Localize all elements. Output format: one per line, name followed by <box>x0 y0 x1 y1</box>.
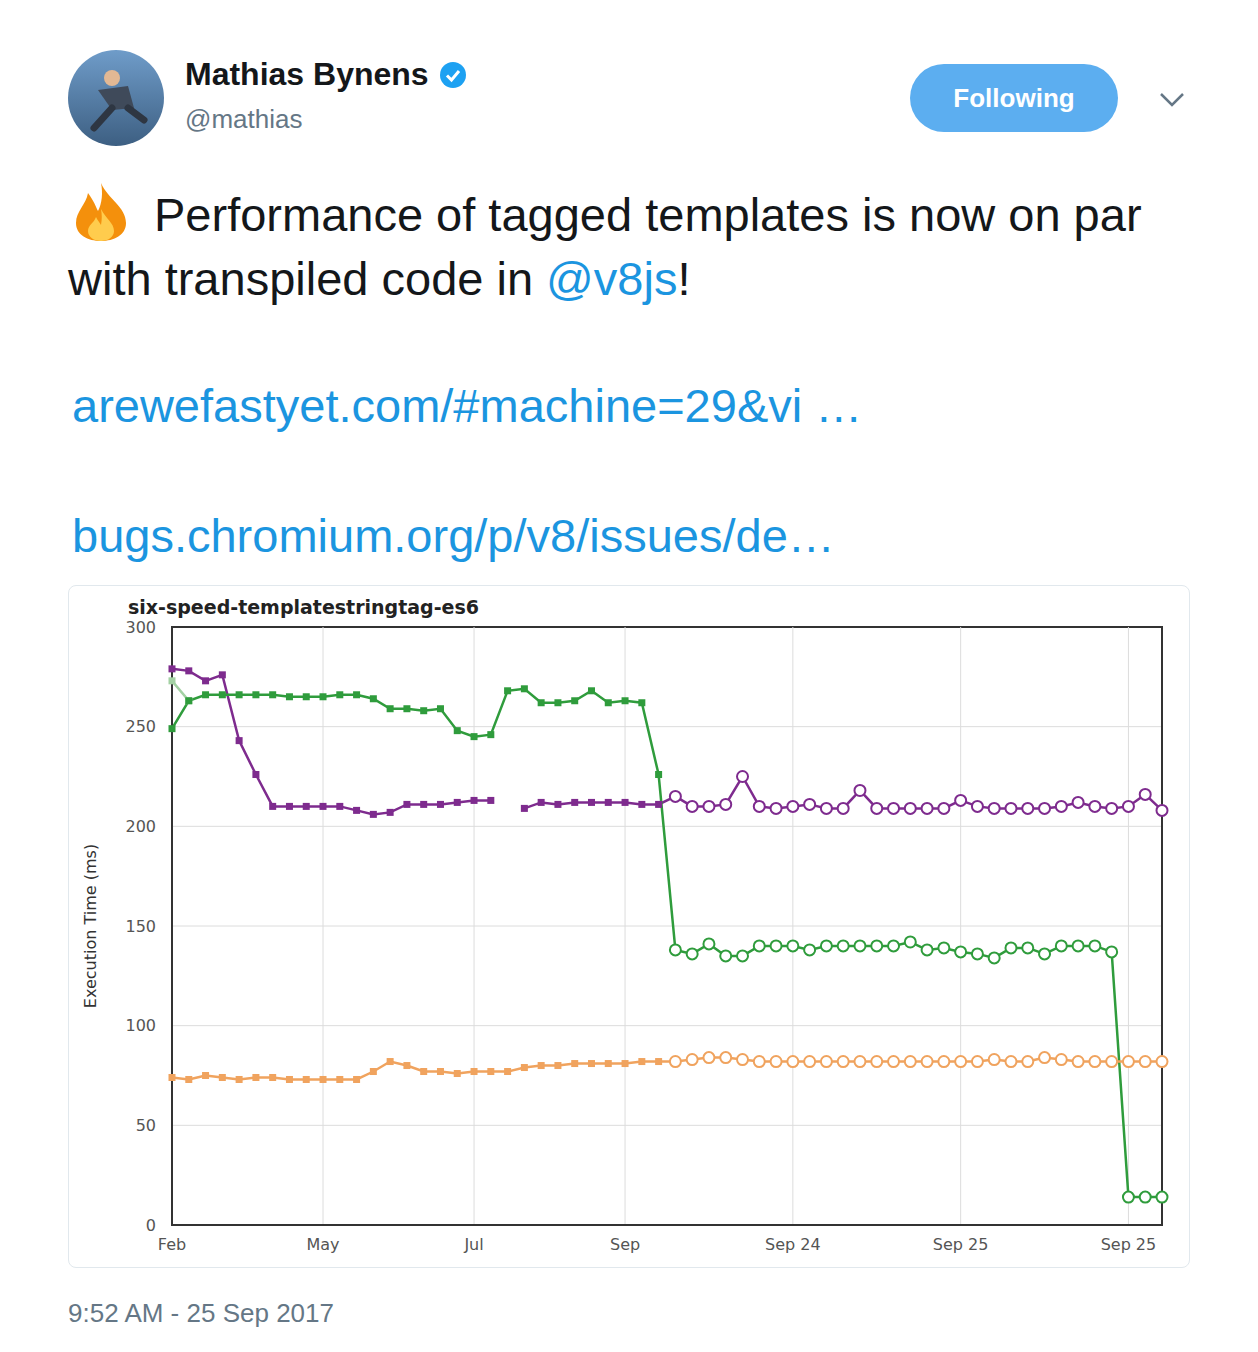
svg-text:Execution Time (ms): Execution Time (ms) <box>81 844 100 1008</box>
svg-text:300: 300 <box>125 618 156 637</box>
svg-text:0: 0 <box>146 1216 156 1235</box>
svg-text:50: 50 <box>136 1116 156 1135</box>
svg-text:Sep: Sep <box>610 1235 640 1254</box>
html-text:six-speed-templatestringtag-es: six-speed-templatestringtag-es6 <box>128 596 479 618</box>
html-text:Mathias Bynens: Mathias Bynens <box>185 56 429 92</box>
svg-text:100: 100 <box>125 1016 156 1035</box>
svg-text:Sep 25: Sep 25 <box>933 1235 989 1254</box>
html-text:Performance of tagged template: Performance of tagged templates is now o… <box>68 188 1142 305</box>
svg-text:150: 150 <box>125 917 156 936</box>
svg-text:Sep 24: Sep 24 <box>765 1235 821 1254</box>
html-text:Following: Following <box>953 82 1075 113</box>
html-text:arewefastyet.com/#machine=29&v: arewefastyet.com/#machine=29&vi … <box>72 379 863 432</box>
html-text:@mathias: @mathias <box>185 104 303 134</box>
svg-text:Feb: Feb <box>158 1235 186 1254</box>
svg-text:250: 250 <box>125 717 156 736</box>
svg-text:200: 200 <box>125 817 156 836</box>
svg-text:May: May <box>306 1235 339 1254</box>
html-text:bugs.chromium.org/p/v8/issues/: bugs.chromium.org/p/v8/issues/de… <box>72 509 835 562</box>
svg-text:Jul: Jul <box>463 1235 483 1254</box>
html-text:9:52 AM - 25 Sep 2017: 9:52 AM - 25 Sep 2017 <box>68 1298 334 1328</box>
svg-text:Sep 25: Sep 25 <box>1101 1235 1157 1254</box>
